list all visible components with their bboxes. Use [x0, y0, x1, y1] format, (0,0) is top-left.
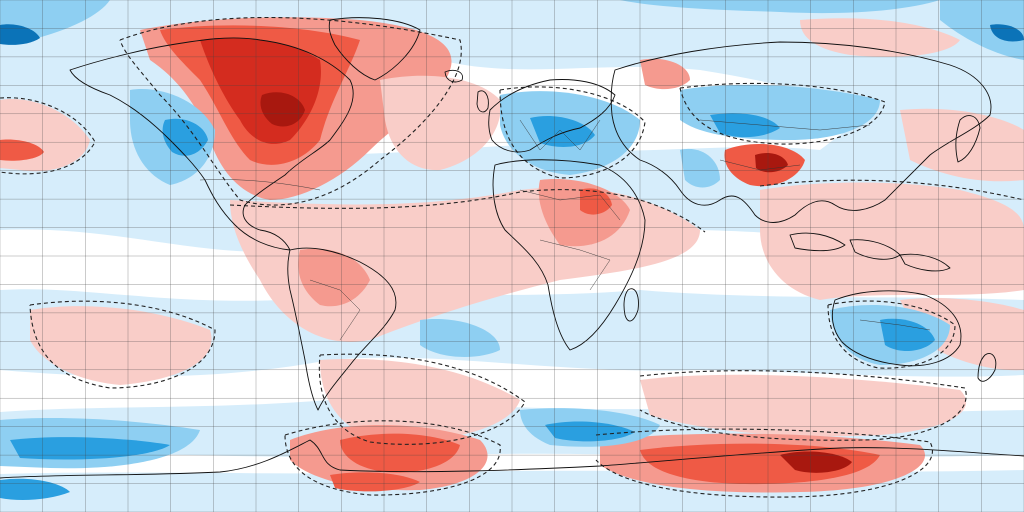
zero-contours	[0, 17, 1024, 498]
coast-new-zealand	[977, 353, 997, 382]
cold-region-arctic-right	[940, 0, 1024, 60]
warm-region-russia	[640, 58, 690, 90]
cold-region-arctic-top	[620, 0, 940, 14]
warm-region-north-atlantic	[380, 75, 501, 171]
warm-region-africa-core	[580, 188, 612, 215]
warm-region-west-pacific	[760, 182, 1024, 300]
cold-region-india	[680, 148, 720, 188]
cold-anomalies	[0, 0, 1024, 500]
cold-region-arctic-left-core	[0, 24, 40, 45]
coast-australia	[831, 290, 962, 367]
warm-region-south-pacific	[30, 306, 212, 385]
coast-south-america	[287, 247, 397, 411]
warm-region-south-america	[298, 248, 370, 307]
coast-asia	[610, 41, 992, 223]
coast-greenland	[328, 17, 421, 81]
cold-region-europe-core	[530, 115, 595, 147]
coast-great-britain	[476, 90, 489, 113]
warm-region-ross-sea	[330, 472, 420, 492]
warm-region-siberia	[800, 18, 960, 57]
warm-region-north-pacific-core	[0, 139, 44, 161]
cold-region-south-atlantic	[420, 319, 500, 357]
coast-antarctica	[0, 439, 1024, 479]
cold-region-australia-core	[880, 318, 935, 352]
warm-region-south-atlantic	[320, 359, 520, 441]
coast-madagascar	[623, 288, 639, 322]
warm-region-south-indian	[640, 374, 967, 437]
coast-iceland	[444, 69, 463, 83]
warm-region-east-asia	[900, 108, 1024, 182]
warm-region-antarctic-max	[780, 451, 852, 473]
warm-region-hudson-max	[260, 92, 305, 127]
coastlines	[0, 17, 1024, 479]
cold-region-south-polar-left	[0, 478, 70, 500]
cold-region-central-asia-core	[710, 113, 780, 138]
coast-north-america	[69, 37, 354, 251]
warm-region-antarctic-west-core	[340, 433, 460, 473]
coast-europe	[488, 79, 616, 153]
warm-anomalies	[0, 17, 1024, 493]
cold-region-southern-ocean-left-core	[10, 437, 170, 460]
cold-region-west-north-america-core	[162, 118, 208, 156]
